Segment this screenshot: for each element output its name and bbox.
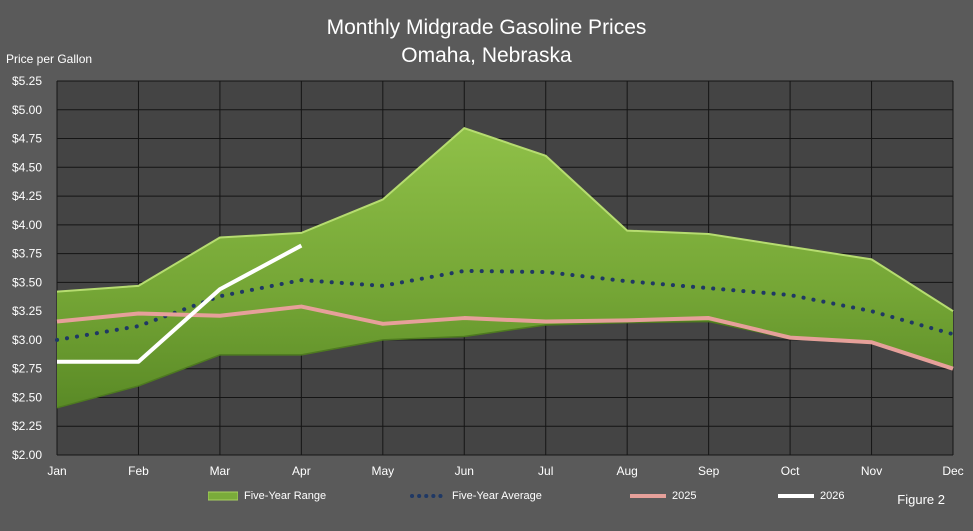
y-tick-label: $4.25 [12,189,42,203]
x-tick-label: Jul [538,464,553,478]
y-tick-label: $4.75 [12,132,42,146]
legend-item-average: Five-Year Average [410,487,542,505]
y-tick-label: $5.00 [12,103,42,117]
y-tick-label: $2.50 [12,390,42,404]
x-tick-label: Dec [942,464,963,478]
range-area [57,128,953,408]
chart-title: Monthly Midgrade Gasoline Prices [326,16,647,39]
legend-label-range: Five-Year Range [244,490,327,502]
y-tick-label: $5.25 [12,74,42,88]
legend-swatch-2026 [778,494,814,498]
range-high-edge [56,127,954,312]
series-line-2025 [56,304,954,371]
y-tick-label: $3.00 [12,333,42,347]
y-tick-label: $3.50 [12,275,42,289]
legend: Five-Year Range Five-Year Average 2025 2… [200,487,860,505]
legend-label-2026: 2026 [820,490,845,502]
legend-label-2025: 2025 [672,490,697,502]
y-tick-label: $3.25 [12,304,42,318]
x-tick-label: Jan [47,464,66,478]
x-tick-label: Jun [455,464,474,478]
x-tick-label: Oct [781,464,800,478]
series-line-five-year-average [55,268,955,342]
legend-swatch-range [208,491,238,501]
x-tick-label: Sep [698,464,720,478]
legend-swatch-2025 [630,494,666,498]
chart-title-block: Monthly Midgrade Gasoline Prices Omaha, … [0,14,973,70]
series-line-2026 [57,243,303,364]
x-tick-label: Feb [128,464,149,478]
y-tick-label: $4.00 [12,218,42,232]
y-tick-label: $3.75 [12,247,42,261]
x-tick-label: Nov [861,464,882,478]
y-tick-label: $2.25 [12,419,42,433]
y-tick-label: $2.75 [12,362,42,376]
legend-item-2025: 2025 [630,487,696,505]
legend-label-average: Five-Year Average [452,490,542,502]
y-tick-label: $2.00 [12,448,42,462]
legend-item-2026: 2026 [778,487,844,505]
x-tick-label: May [371,464,394,478]
figure-label: Figure 2 [897,492,945,507]
x-tick-label: Aug [617,464,638,478]
chart-subtitle: Omaha, Nebraska [401,44,572,67]
legend-swatch-average [410,494,446,498]
x-tick-label: Apr [292,464,311,478]
y-tick-label: $4.50 [12,160,42,174]
x-tick-label: Mar [210,464,231,478]
legend-item-range: Five-Year Range [208,487,326,505]
y-axis-label: Price per Gallon [6,52,93,66]
